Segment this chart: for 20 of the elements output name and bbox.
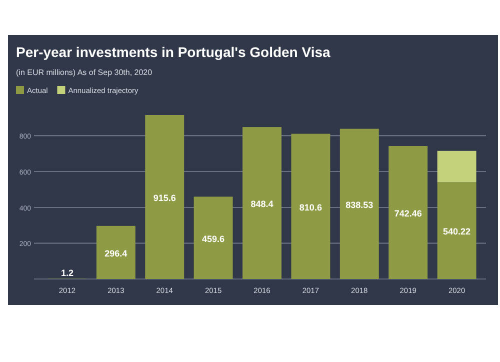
chart-subtitle: (in EUR millions) As of Sep 30th, 2020 [16,68,153,77]
data-label: 459.6 [202,234,225,244]
data-label: 1.2 [60,268,74,278]
data-label: 540.22 [443,226,471,237]
data-label: 296.4 [104,248,128,258]
data-label: 848.4 [250,199,274,210]
data-label: 810.6 [299,202,322,212]
bar [145,115,184,279]
chart-title: Per-year investments in Portugal's Golden Visa [16,44,331,60]
data-label: 742.46 [394,208,422,219]
bar [291,134,330,279]
bar [388,146,428,279]
data-label: 915.6 [153,193,176,203]
bar [96,226,136,279]
bar [340,128,379,279]
data-label: 838.53 [346,200,374,210]
bar [437,150,476,182]
bar [194,196,233,279]
bar [242,127,282,279]
bar [437,182,476,279]
